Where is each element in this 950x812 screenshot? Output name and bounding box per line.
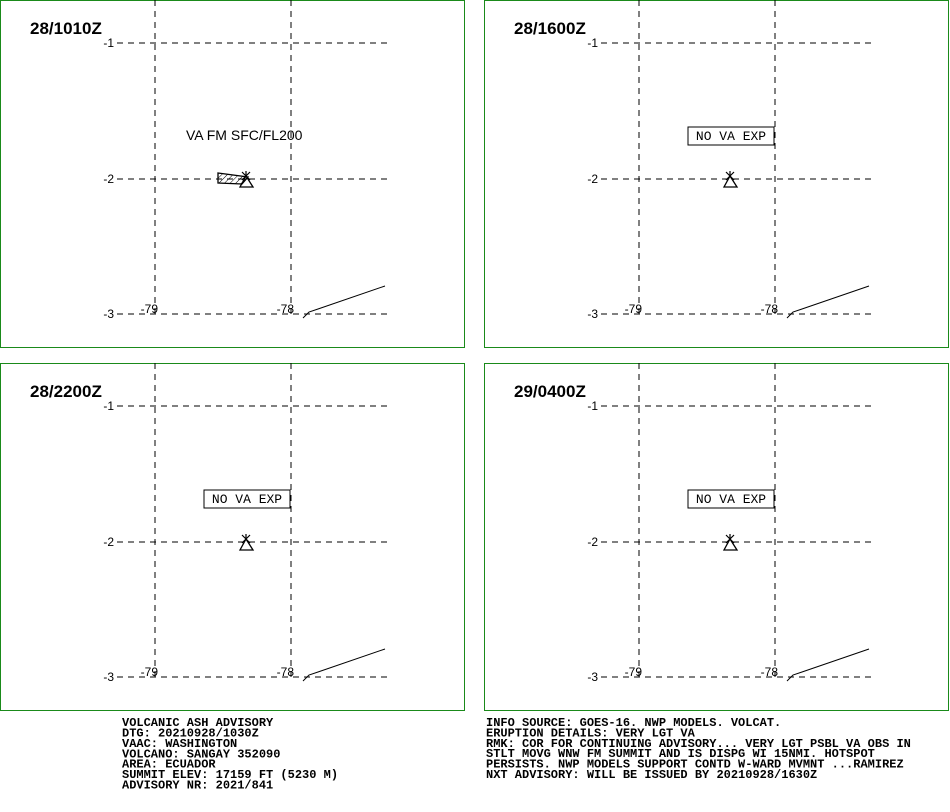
panel-border <box>0 0 465 348</box>
coastline <box>786 648 870 682</box>
footer-line: NXT ADVISORY: WILL BE ISSUED BY 20210928… <box>486 768 817 782</box>
volcano-plume <box>725 171 735 181</box>
lon-label: -79 <box>141 302 159 316</box>
lat-label: -3 <box>587 307 598 321</box>
lon-label: -79 <box>625 302 643 316</box>
ash-cloud <box>217 172 250 185</box>
map-panel: 28/2200Z-1 -2 -3 -79 -78 NO VA EXP <box>0 363 465 711</box>
lon-label: -79 <box>141 665 159 679</box>
map-panel: 28/1010Z-1 -2 -3 -79 -78 VA FM SFC/FL200 <box>0 0 465 348</box>
lat-label: -1 <box>587 36 598 50</box>
coastline <box>786 285 870 319</box>
volcano-plume <box>241 534 251 544</box>
lat-label: -1 <box>103 399 114 413</box>
lat-label: -1 <box>587 399 598 413</box>
footer-line: INFO SOURCE: GOES-16. NWP MODELS. VOLCAT… <box>486 716 781 730</box>
annotation-box <box>687 126 775 146</box>
valid-time: 28/1010Z <box>30 19 102 38</box>
lon-label: -78 <box>277 302 295 316</box>
volcano-plume <box>725 534 735 544</box>
va-annotation: NO VA EXP <box>212 492 282 507</box>
coastline <box>302 285 386 319</box>
map-panel: 29/0400Z-1 -2 -3 -79 -78 NO VA EXP <box>484 363 949 711</box>
volcano-symbol <box>722 537 739 551</box>
lat-label: -3 <box>103 670 114 684</box>
coastline <box>302 648 386 682</box>
footer-title: VOLCANIC ASH ADVISORY <box>122 716 274 730</box>
lat-label: -3 <box>103 307 114 321</box>
lat-label: -2 <box>587 535 598 549</box>
valid-time: 29/0400Z <box>514 382 586 401</box>
panel-border <box>0 363 465 711</box>
footer-line: AREA: ECUADOR <box>122 758 216 772</box>
lon-label: -79 <box>625 665 643 679</box>
panel-border <box>484 0 949 348</box>
annotation-box <box>687 489 775 509</box>
footer-line: PERSISTS. NWP MODELS SUPPORT CONTD W-WAR… <box>486 758 904 772</box>
footer-line: ERUPTION DETAILS: VERY LGT VA <box>486 726 696 740</box>
valid-time: 28/1600Z <box>514 19 586 38</box>
lat-label: -2 <box>103 535 114 549</box>
panel-border <box>484 363 949 711</box>
lat-label: -2 <box>587 172 598 186</box>
footer-line: VOLCANO: SANGAY 352090 <box>122 747 280 761</box>
volcano-symbol <box>238 537 255 551</box>
valid-time: 28/2200Z <box>30 382 102 401</box>
va-annotation: NO VA EXP <box>696 129 766 144</box>
footer-line: DTG: 20210928/1030Z <box>122 727 259 741</box>
va-annotation: VA FM SFC/FL200 <box>186 127 303 143</box>
footer-line: STLT MOVG WNW FM SUMMIT AND IS DISPG WI … <box>486 747 875 761</box>
lat-label: -2 <box>103 172 114 186</box>
lon-label: -78 <box>277 665 295 679</box>
lon-label: -78 <box>761 302 779 316</box>
annotation-box <box>203 489 291 509</box>
footer-line: ADVISORY NR: 2021/841 <box>122 779 273 793</box>
footer-line: SUMMIT ELEV: 17159 FT (5230 M) <box>122 768 338 782</box>
va-annotation: NO VA EXP <box>696 492 766 507</box>
lon-label: -78 <box>761 665 779 679</box>
map-panel: 28/1600Z-1 -2 -3 -79 -78 NO VA EXP <box>484 0 949 348</box>
lat-label: -1 <box>103 36 114 50</box>
lat-label: -3 <box>587 670 598 684</box>
volcano-symbol <box>722 174 739 188</box>
footer-line: RMK: COR FOR CONTINUING ADVISORY... VERY… <box>486 737 911 751</box>
footer-line: VAAC: WASHINGTON <box>122 737 237 751</box>
